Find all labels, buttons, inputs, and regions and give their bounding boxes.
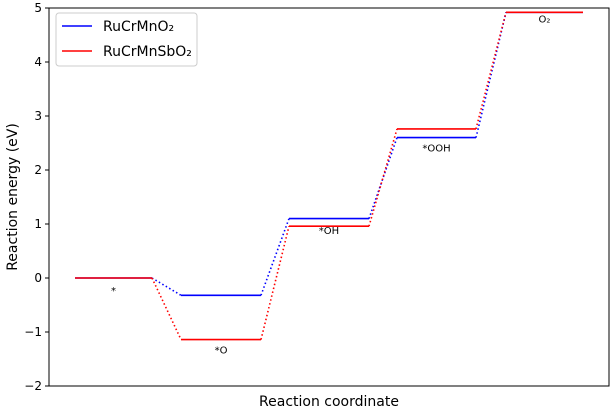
- y-tick-label: −1: [24, 325, 42, 339]
- y-tick-label: 1: [34, 217, 42, 231]
- state-label-1: *O: [215, 346, 228, 357]
- legend-label-0: RuCrMnO₂: [103, 19, 174, 35]
- state-label-2: *OH: [319, 226, 339, 237]
- connector-rucrmno2-1: [260, 218, 290, 296]
- connector-rucrmno2-2: [368, 137, 398, 219]
- state-label-0: *: [111, 286, 116, 297]
- state-labels: * *O *OH *OOH O₂: [111, 14, 550, 356]
- state-label-4: O₂: [539, 14, 551, 25]
- y-tick-label: −2: [24, 379, 42, 393]
- y-tick-label: 0: [34, 271, 42, 285]
- connector-rucrmnsbo2-1: [260, 225, 290, 340]
- y-axis-title: Reaction energy (eV): [5, 123, 21, 271]
- chart-marks: [75, 11, 583, 341]
- x-axis-title: Reaction coordinate: [259, 394, 399, 410]
- connector-rucrmnsbo2-2: [368, 128, 398, 227]
- y-tick-label: 4: [34, 55, 42, 69]
- y-tick-label: 5: [34, 1, 42, 15]
- state-label-3: *OOH: [422, 144, 450, 155]
- plot-frame: [48, 7, 610, 387]
- connector-rucrmnsbo2-0: [151, 277, 182, 340]
- connector-rucrmno2-3: [475, 12, 507, 138]
- connector-rucrmno2-0: [151, 277, 182, 296]
- connector-rucrmnsbo2-3: [475, 12, 507, 130]
- legend: RuCrMnO₂ RuCrMnSbO₂: [55, 12, 198, 67]
- legend-label-1: RuCrMnSbO₂: [103, 44, 192, 60]
- y-axis: −2 −1 0 1 2 3 4 5: [24, 1, 49, 393]
- y-tick-label: 3: [34, 109, 42, 123]
- y-tick-label: 2: [34, 163, 42, 177]
